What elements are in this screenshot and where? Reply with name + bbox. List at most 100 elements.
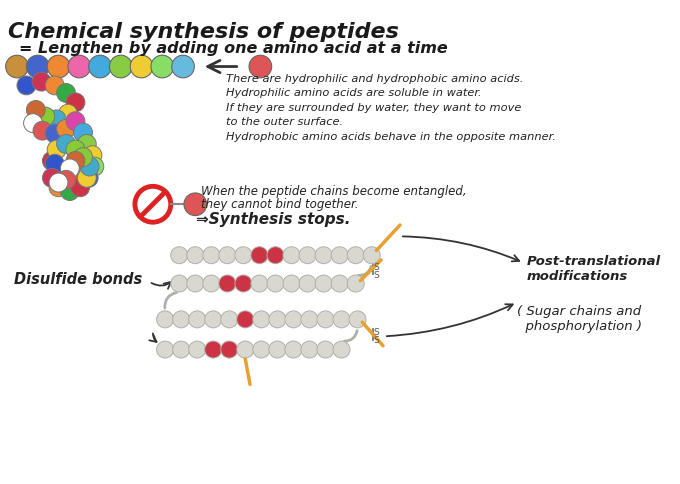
Circle shape — [56, 84, 75, 103]
Circle shape — [315, 275, 332, 292]
Circle shape — [70, 161, 88, 180]
Circle shape — [235, 247, 252, 264]
Circle shape — [285, 341, 302, 358]
Circle shape — [42, 151, 61, 170]
Circle shape — [235, 275, 252, 292]
Circle shape — [52, 164, 71, 182]
Circle shape — [283, 275, 300, 292]
Circle shape — [66, 140, 85, 159]
Circle shape — [237, 341, 254, 358]
Circle shape — [333, 341, 350, 358]
Circle shape — [56, 170, 75, 189]
Circle shape — [205, 311, 222, 328]
Text: S: S — [373, 263, 379, 272]
Text: S: S — [373, 271, 379, 280]
Circle shape — [78, 168, 97, 187]
Circle shape — [188, 311, 205, 328]
Circle shape — [173, 341, 190, 358]
Circle shape — [32, 72, 51, 91]
Circle shape — [331, 247, 348, 264]
Circle shape — [68, 55, 90, 78]
Text: When the peptide chains become entangled,: When the peptide chains become entangled… — [201, 185, 466, 198]
Circle shape — [58, 104, 78, 123]
Circle shape — [33, 121, 52, 140]
Circle shape — [46, 154, 64, 173]
Circle shape — [317, 341, 334, 358]
Circle shape — [56, 120, 75, 138]
Circle shape — [130, 55, 153, 78]
Circle shape — [267, 275, 284, 292]
Text: ⇒Synthesis stops.: ⇒Synthesis stops. — [197, 212, 351, 227]
Circle shape — [151, 55, 173, 78]
Circle shape — [42, 168, 61, 187]
Circle shape — [80, 168, 98, 187]
Circle shape — [66, 112, 85, 131]
Text: Post-translational
modifications: Post-translational modifications — [526, 255, 660, 283]
Circle shape — [24, 114, 42, 133]
Circle shape — [253, 311, 270, 328]
Circle shape — [171, 275, 188, 292]
Circle shape — [203, 247, 220, 264]
Text: Disulfide bonds: Disulfide bonds — [14, 272, 142, 287]
Circle shape — [47, 163, 66, 182]
Circle shape — [135, 186, 171, 222]
Circle shape — [219, 247, 236, 264]
Circle shape — [221, 341, 238, 358]
Circle shape — [315, 247, 332, 264]
Circle shape — [251, 275, 268, 292]
Circle shape — [171, 55, 194, 78]
Circle shape — [188, 341, 205, 358]
Circle shape — [253, 341, 270, 358]
Text: S: S — [373, 335, 379, 345]
Circle shape — [47, 140, 66, 159]
Circle shape — [205, 341, 222, 358]
Circle shape — [156, 311, 173, 328]
Circle shape — [56, 170, 75, 189]
Circle shape — [187, 275, 204, 292]
Circle shape — [66, 93, 85, 112]
Circle shape — [80, 157, 99, 176]
Circle shape — [47, 55, 70, 78]
Circle shape — [27, 101, 46, 120]
Circle shape — [363, 247, 380, 264]
Circle shape — [49, 178, 68, 197]
Circle shape — [347, 275, 364, 292]
Circle shape — [237, 311, 254, 328]
Circle shape — [156, 341, 173, 358]
Circle shape — [331, 275, 348, 292]
Circle shape — [88, 55, 112, 78]
Text: = Lengthen by adding one amino acid at a time: = Lengthen by adding one amino acid at a… — [19, 41, 447, 56]
Circle shape — [83, 146, 102, 165]
Circle shape — [187, 247, 204, 264]
Circle shape — [285, 311, 302, 328]
Circle shape — [301, 341, 318, 358]
Circle shape — [299, 247, 316, 264]
Circle shape — [5, 55, 29, 78]
Circle shape — [36, 107, 54, 126]
Circle shape — [349, 311, 366, 328]
Circle shape — [85, 157, 104, 176]
Circle shape — [47, 110, 66, 129]
Circle shape — [269, 341, 286, 358]
Circle shape — [68, 173, 87, 192]
Circle shape — [71, 178, 90, 197]
Text: Chemical synthesis of peptides: Chemical synthesis of peptides — [7, 22, 398, 42]
Circle shape — [46, 124, 64, 143]
Circle shape — [219, 275, 236, 292]
Circle shape — [61, 182, 80, 200]
Circle shape — [251, 247, 268, 264]
Circle shape — [317, 311, 334, 328]
Circle shape — [56, 135, 75, 153]
Circle shape — [171, 247, 188, 264]
Circle shape — [267, 247, 284, 264]
Circle shape — [301, 311, 318, 328]
Circle shape — [203, 275, 220, 292]
Circle shape — [109, 55, 132, 78]
Circle shape — [63, 166, 81, 185]
Text: ( Sugar chains and
  phosphorylation ): ( Sugar chains and phosphorylation ) — [517, 305, 642, 333]
Circle shape — [27, 55, 49, 78]
Circle shape — [269, 311, 286, 328]
Circle shape — [299, 275, 316, 292]
Circle shape — [73, 148, 92, 166]
Text: S: S — [373, 328, 379, 337]
